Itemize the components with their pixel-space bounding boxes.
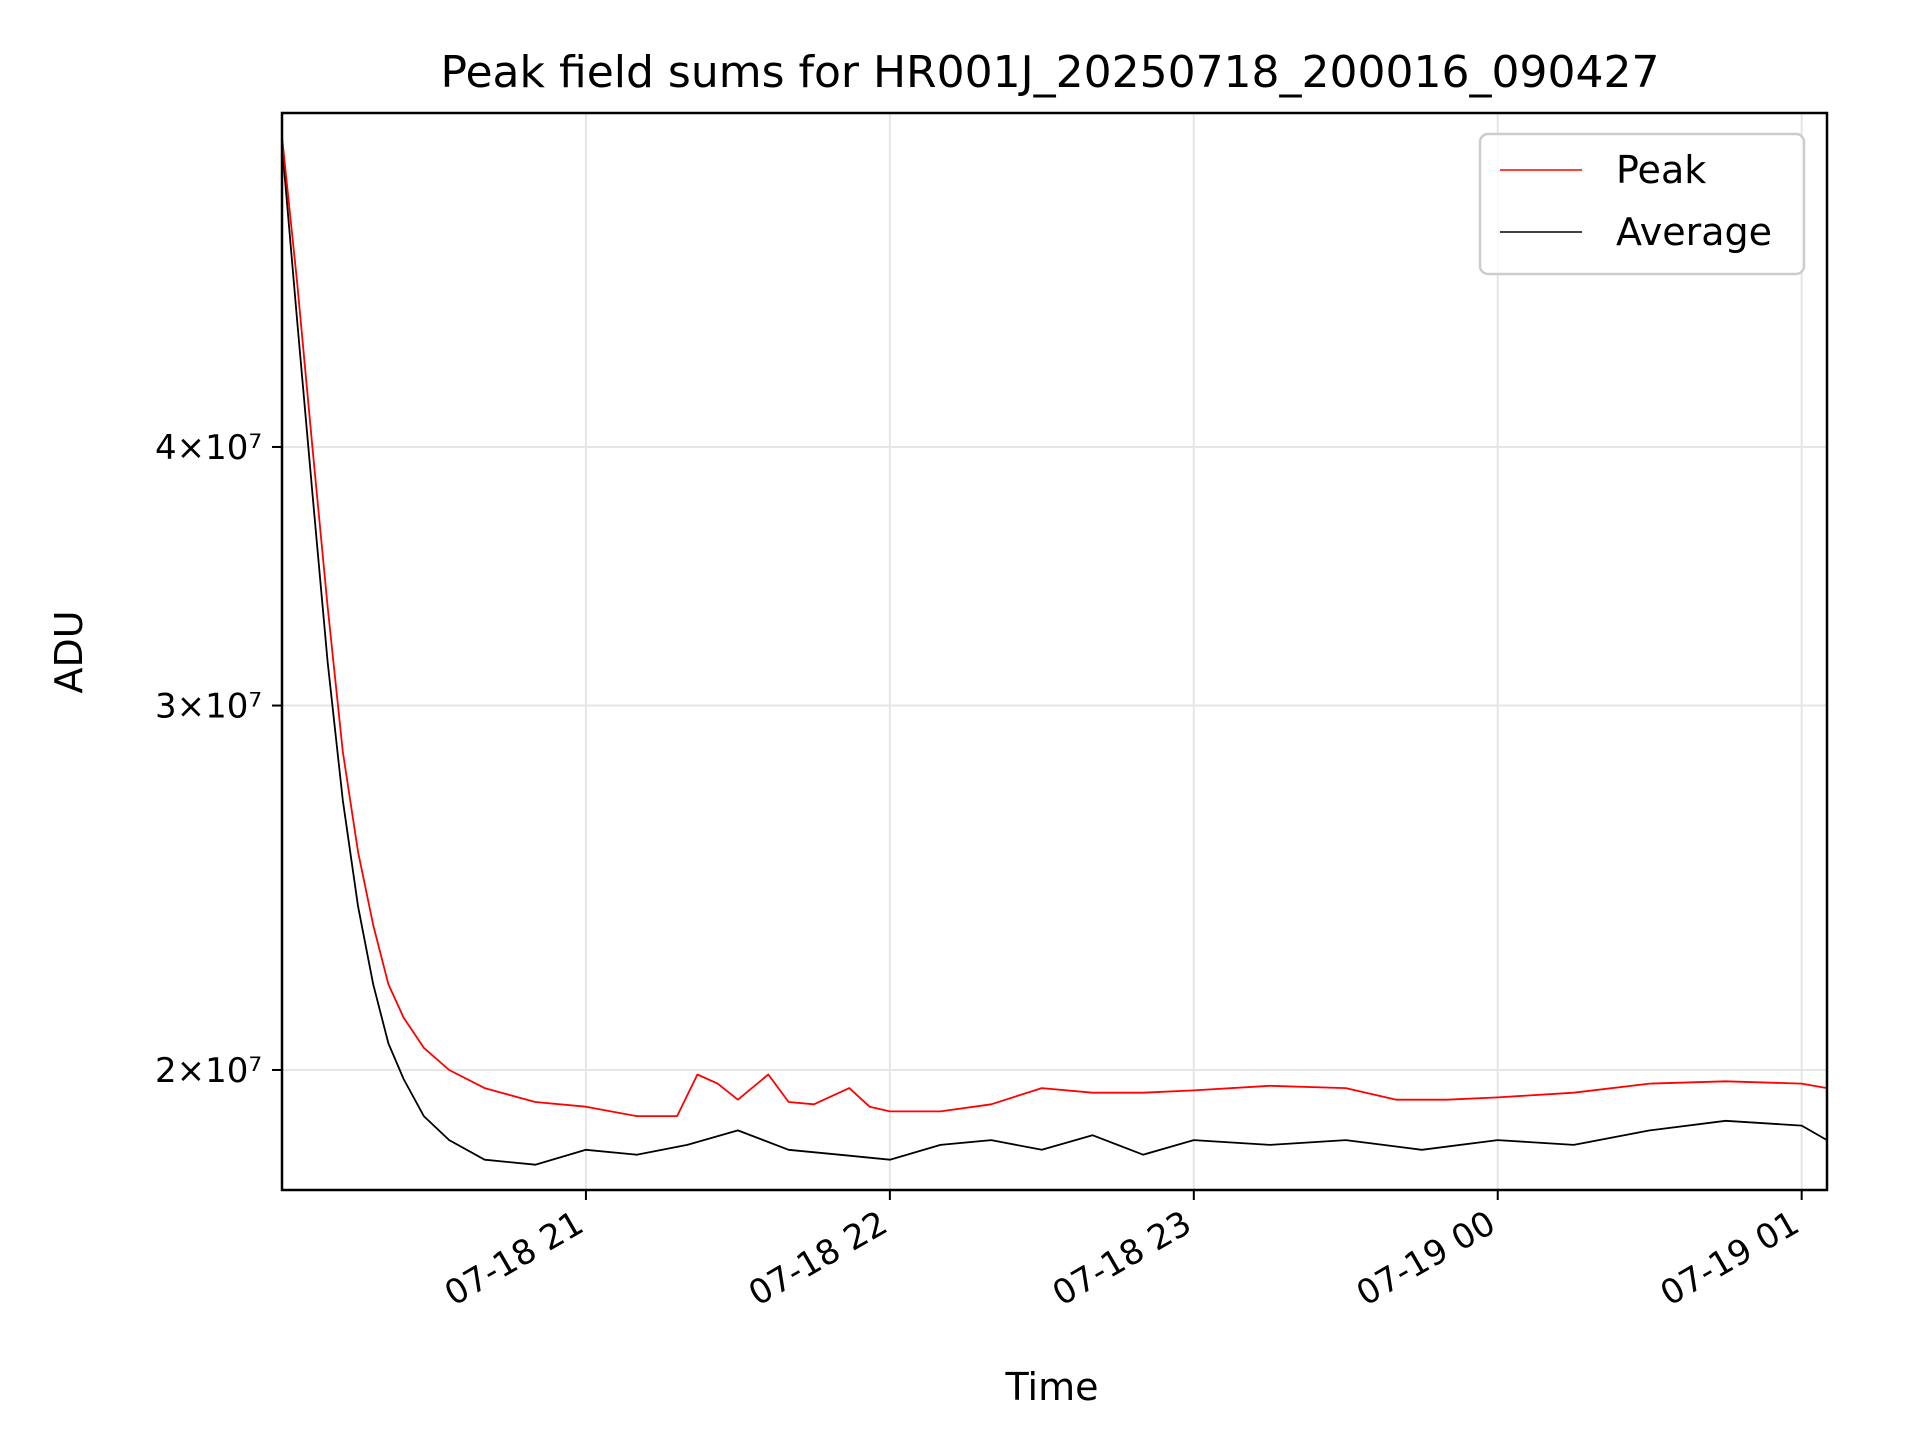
y-tick-label: 3×10⁷ xyxy=(155,687,262,727)
x-tick-label: 07-18 21 xyxy=(438,1203,590,1314)
series-line-peak xyxy=(281,136,1828,1117)
x-tick-label: 07-19 00 xyxy=(1350,1203,1502,1314)
x-axis-label: Time xyxy=(1005,1365,1099,1409)
legend-label-average: Average xyxy=(1616,210,1772,254)
y-axis-label: ADU xyxy=(47,610,91,693)
series-line-average xyxy=(281,144,1828,1166)
chart-title: Peak field sums for HR001J_20250718_2000… xyxy=(441,47,1660,98)
legend-box xyxy=(1478,132,1806,276)
plot-frame xyxy=(280,111,1829,1192)
series-layer xyxy=(281,136,1828,1166)
grid xyxy=(282,113,1827,1190)
legend-label-peak: Peak xyxy=(1616,148,1706,192)
legend: Peak Average xyxy=(1478,132,1806,276)
y-tick-label: 2×10⁷ xyxy=(155,1051,262,1091)
x-axis-ticks: 07-18 21 07-18 22 07-18 23 07-19 00 07-19 01 xyxy=(438,1190,1806,1314)
x-tick-label: 07-18 23 xyxy=(1046,1203,1198,1314)
x-tick-label: 07-19 01 xyxy=(1654,1203,1806,1314)
y-axis-ticks: 2×10⁷ 3×10⁷ 4×10⁷ xyxy=(155,428,282,1091)
x-tick-label: 07-18 22 xyxy=(742,1203,894,1314)
y-tick-label: 4×10⁷ xyxy=(155,428,262,468)
